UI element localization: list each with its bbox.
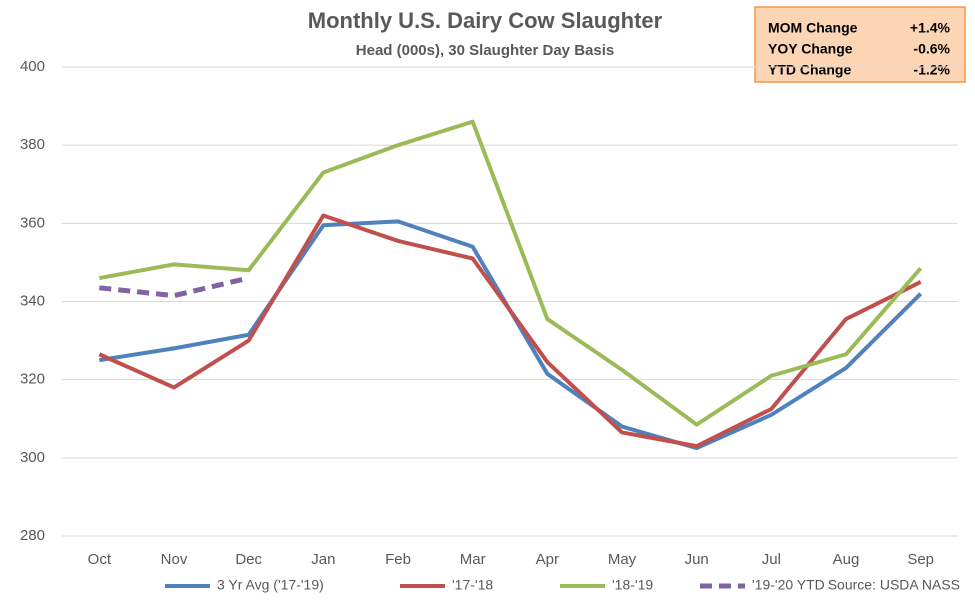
info-box: MOM Change +1.4% YOY Change -0.6% YTD Change… bbox=[754, 6, 966, 83]
annotation-value: +1.4% bbox=[910, 20, 951, 36]
chart-subtitle: Head (000s), 30 Slaughter Day Basis bbox=[356, 42, 614, 59]
x-tick-label: Dec bbox=[235, 551, 262, 568]
series-line bbox=[98, 119, 923, 427]
series-line bbox=[98, 213, 922, 449]
annotation-label: YOY Change bbox=[768, 41, 853, 57]
y-tick-label: 340 bbox=[20, 292, 45, 309]
y-tick-label: 300 bbox=[20, 449, 45, 466]
x-tick-label: Jan bbox=[311, 551, 335, 568]
series-line bbox=[99, 219, 923, 451]
y-tick-label: 360 bbox=[20, 214, 45, 231]
y-tick-label: 280 bbox=[20, 527, 45, 544]
annotation-value: -1.2% bbox=[913, 62, 950, 78]
source: Source: USDA NASS bbox=[828, 577, 960, 593]
x-tick-label: Oct bbox=[88, 551, 112, 568]
annotation-label: MOM Change bbox=[768, 20, 858, 36]
legend-label: 3 Yr Avg ('17-'19) bbox=[217, 577, 324, 593]
legend-label: '17-'18 bbox=[452, 577, 493, 593]
info-box-bg bbox=[754, 6, 966, 83]
x-tick-label: Jun bbox=[685, 551, 709, 568]
x-tick-label: Apr bbox=[536, 551, 559, 568]
x-tick-label: Feb bbox=[385, 551, 411, 568]
annotation-value: -0.6% bbox=[913, 41, 950, 57]
x-tick-label: Sep bbox=[907, 551, 934, 568]
x-tick-label: Mar bbox=[460, 551, 486, 568]
chart-title: Monthly U.S. Dairy Cow Slaughter bbox=[308, 8, 663, 33]
y-tick-label: 400 bbox=[20, 58, 45, 75]
x-tick-label: Nov bbox=[161, 551, 188, 568]
series-line bbox=[99, 275, 250, 299]
x-tick-label: Jul bbox=[762, 551, 781, 568]
y-tick-label: 380 bbox=[20, 136, 45, 153]
annotation-label: YTD Change bbox=[768, 62, 851, 78]
legend-label: '18-'19 bbox=[612, 577, 653, 593]
legend-label: '19-'20 YTD bbox=[752, 577, 825, 593]
x-tick-label: May bbox=[608, 551, 637, 568]
y-tick-label: 320 bbox=[20, 371, 45, 388]
x-tick-label: Aug bbox=[833, 551, 860, 568]
